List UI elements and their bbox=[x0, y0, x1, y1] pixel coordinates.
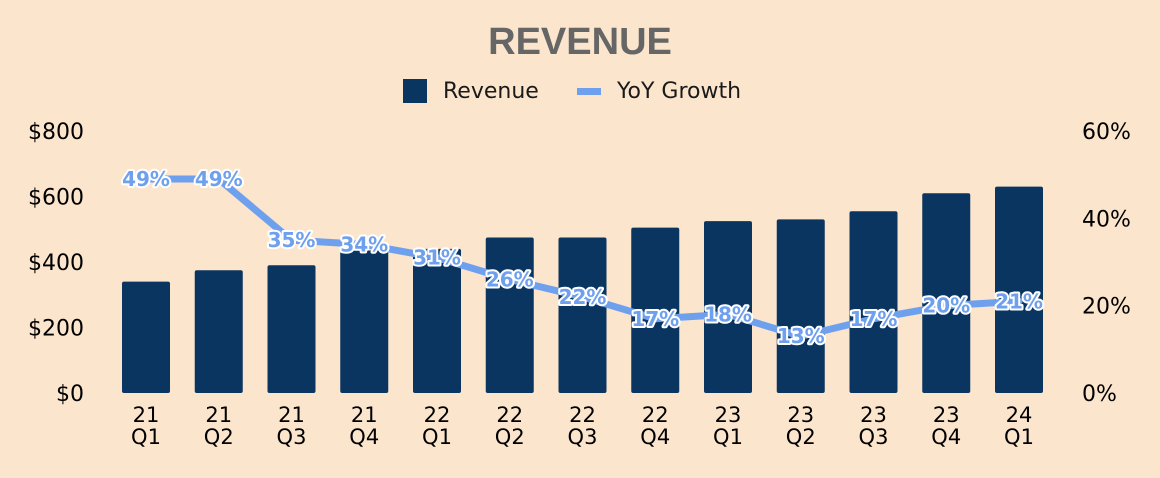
x-tick-label: 23 Q3 bbox=[859, 403, 889, 449]
revenue-bar bbox=[267, 265, 316, 393]
y-left-tick-label: $0 bbox=[56, 382, 84, 407]
yoy-growth-line: 49% 49% 35% 34% 31% 26% 22% 17% 18% 13% 17% 20% 21% bbox=[120, 165, 1045, 350]
revenue-bar bbox=[340, 250, 389, 393]
x-tick-label: 21 Q3 bbox=[277, 403, 307, 449]
y-right-tick-label: 20% bbox=[1082, 295, 1131, 320]
yoy-growth-polyline bbox=[142, 175, 1023, 340]
revenue-bar bbox=[631, 227, 680, 393]
yoy-growth-data-label: 21% bbox=[995, 289, 1043, 313]
yoy-growth-data-label: 18% bbox=[704, 302, 752, 326]
x-tick-label: 23 Q1 bbox=[713, 403, 743, 449]
y-right-tick-label: 0% bbox=[1082, 382, 1117, 407]
yoy-growth-data-label: 26% bbox=[486, 267, 534, 291]
x-tick-label: 22 Q4 bbox=[640, 403, 670, 449]
legend-label-yoy-growth: YoY Growth bbox=[616, 79, 741, 104]
y-left-tick-label: $400 bbox=[28, 251, 84, 276]
revenue-bar bbox=[995, 186, 1043, 393]
x-tick-label: 23 Q2 bbox=[786, 403, 816, 449]
yoy-growth-data-label: 17% bbox=[850, 307, 898, 331]
legend-label-revenue: Revenue bbox=[443, 79, 539, 104]
y-right-tick-label: 60% bbox=[1082, 120, 1131, 145]
revenue-bar bbox=[194, 270, 243, 393]
x-tick-label: 21 Q2 bbox=[204, 403, 234, 449]
revenue-bars bbox=[122, 186, 1043, 393]
yoy-growth-data-label: 17% bbox=[631, 307, 679, 331]
y-right-tick-label: 40% bbox=[1082, 207, 1131, 232]
x-tick-label: 22 Q3 bbox=[568, 403, 598, 449]
yoy-growth-data-label: 31% bbox=[413, 246, 461, 270]
x-tick-label: 21 Q1 bbox=[131, 403, 161, 449]
revenue-bar bbox=[558, 237, 607, 393]
x-tick-label: 22 Q1 bbox=[422, 403, 452, 449]
revenue-bar bbox=[704, 221, 752, 393]
x-tick-label: 24 Q1 bbox=[1004, 403, 1034, 449]
yoy-growth-data-label: 20% bbox=[922, 294, 970, 318]
revenue-bar bbox=[122, 281, 170, 393]
x-axis: 21 Q1 21 Q2 21 Q3 21 Q4 22 Q1 22 Q2 22 Q3 22 Q4 23 Q1 23 Q2… bbox=[131, 403, 1034, 449]
y-left-tick-label: $800 bbox=[28, 120, 84, 145]
y-axis-left: $0 $200 $400 $600 $800 bbox=[28, 120, 84, 407]
yoy-growth-data-label: 49% bbox=[122, 167, 170, 191]
x-tick-label: 23 Q4 bbox=[931, 403, 961, 449]
yoy-growth-data-label: 49% bbox=[195, 167, 243, 191]
revenue-bar bbox=[776, 219, 825, 393]
revenue-bar bbox=[485, 237, 534, 393]
y-left-tick-label: $600 bbox=[28, 186, 84, 211]
yoy-growth-data-label: 22% bbox=[559, 285, 607, 309]
x-tick-label: 21 Q4 bbox=[349, 403, 379, 449]
legend-swatch-yoy-growth bbox=[577, 88, 601, 95]
revenue-bar bbox=[413, 248, 461, 393]
y-left-tick-label: $200 bbox=[28, 317, 84, 342]
yoy-growth-data-label: 13% bbox=[777, 324, 825, 348]
y-axis-right: 0% 20% 40% 60% bbox=[1082, 120, 1131, 407]
chart-title: REVENUE bbox=[488, 21, 672, 63]
legend: Revenue YoY Growth bbox=[403, 79, 741, 104]
revenue-bar bbox=[922, 193, 971, 393]
revenue-bar bbox=[849, 211, 898, 393]
legend-swatch-revenue bbox=[403, 79, 427, 103]
yoy-growth-data-label: 35% bbox=[268, 228, 316, 252]
yoy-growth-data-label: 34% bbox=[340, 233, 388, 257]
x-tick-label: 22 Q2 bbox=[495, 403, 525, 449]
